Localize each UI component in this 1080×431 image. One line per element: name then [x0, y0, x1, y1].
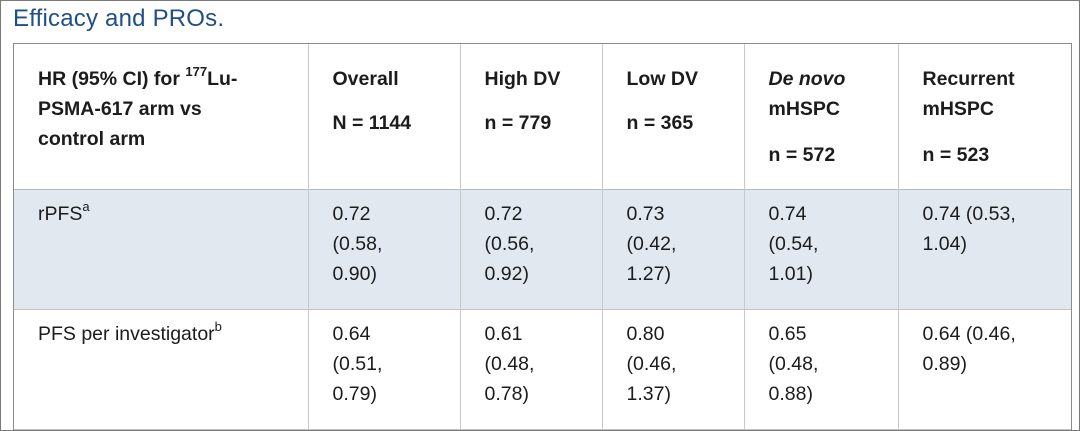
header-recurrent-n: n = 523 — [922, 144, 990, 166]
header-overall: Overall N = 1144 — [308, 44, 461, 190]
cell-rpfs-recurrent: 0.74 (0.53, 1.04) — [898, 189, 1071, 310]
cell-pfs-low-dv: 0.80 (0.46, 1.37) — [602, 309, 745, 430]
header-high-dv-n: n = 779 — [484, 112, 552, 134]
header-hr-line1: HR (95% CI) for 177Lu- — [38, 63, 238, 91]
table-row-cutoff — [14, 429, 1071, 430]
cell-pfs-de-novo: 0.65 (0.48, 0.88) — [744, 309, 899, 430]
page-title: Efficacy and PROs. — [13, 5, 225, 32]
header-hr-description: HR (95% CI) for 177Lu- PSMA-617 arm vs c… — [14, 44, 309, 190]
header-overall-n: N = 1144 — [332, 112, 412, 134]
row-label-rpfs: rPFSa — [14, 189, 309, 310]
efficacy-table: HR (95% CI) for 177Lu- PSMA-617 arm vs c… — [14, 44, 1071, 430]
cell-pfs-overall: 0.64 (0.51, 0.79) — [308, 309, 461, 430]
header-high-dv: High DV n = 779 — [460, 44, 603, 190]
row-label-pfs-investigator: PFS per investigatorb — [14, 309, 309, 430]
table-header-row: HR (95% CI) for 177Lu- PSMA-617 arm vs c… — [14, 44, 1071, 190]
cell-pfs-recurrent: 0.64 (0.46, 0.89) — [898, 309, 1071, 430]
table-row-rpfs: rPFSa 0.72 (0.58, 0.90) 0.72 (0.56, 0.92) 0.… — [14, 189, 1071, 310]
cell-pfs-high-dv: 0.61 (0.48, 0.78) — [460, 309, 603, 430]
cell-rpfs-high-dv: 0.72 (0.56, 0.92) — [460, 189, 603, 310]
efficacy-table-container: HR (95% CI) for 177Lu- PSMA-617 arm vs c… — [13, 43, 1072, 430]
header-de-novo-n: n = 572 — [768, 144, 836, 166]
header-de-novo-mhspc: De novo mHSPC n = 572 — [744, 44, 899, 190]
cell-rpfs-low-dv: 0.73 (0.42, 1.27) — [602, 189, 745, 310]
table-row-pfs-investigator: PFS per investigatorb 0.64 (0.51, 0.79) 0.… — [14, 309, 1071, 430]
header-recurrent-mhspc: Recurrent mHSPC n = 523 — [898, 44, 1071, 190]
header-hr-line2: PSMA-617 arm vs — [38, 98, 202, 120]
header-hr-line3: control arm — [38, 128, 146, 150]
cell-rpfs-overall: 0.72 (0.58, 0.90) — [308, 189, 461, 310]
cell-rpfs-de-novo: 0.74 (0.54, 1.01) — [744, 189, 899, 310]
header-low-dv-n: n = 365 — [626, 112, 694, 134]
header-low-dv: Low DV n = 365 — [602, 44, 745, 190]
